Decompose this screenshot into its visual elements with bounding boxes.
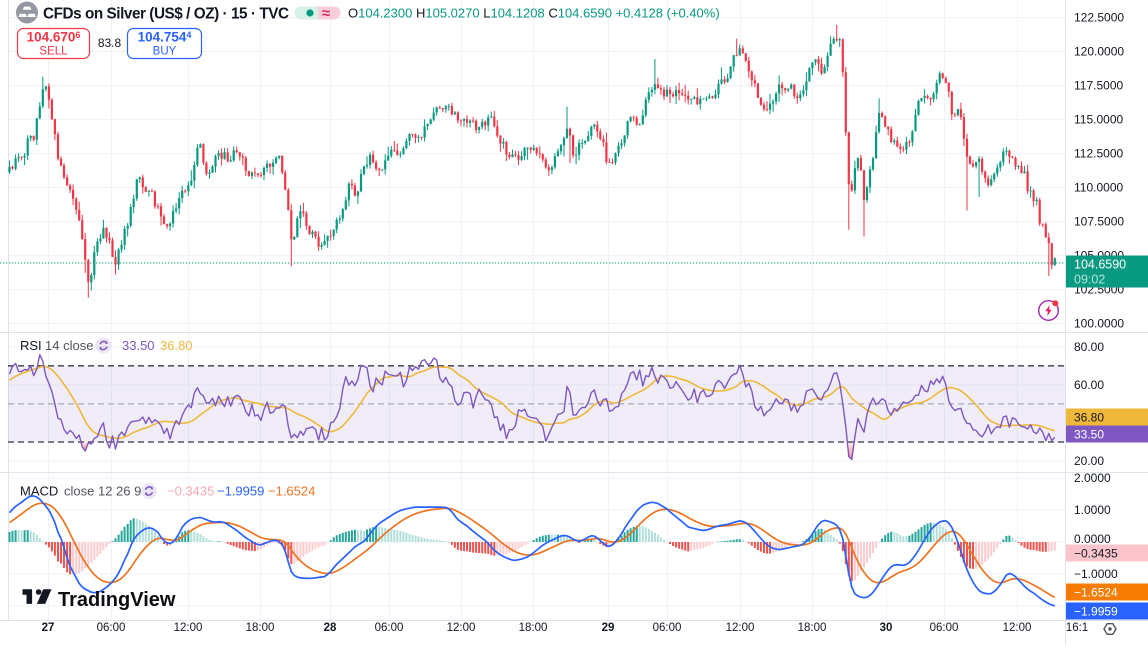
svg-text:MACD: MACD [20,484,58,499]
svg-text:12:00: 12:00 [1003,622,1032,634]
svg-text:≈: ≈ [322,5,330,22]
svg-text:−1.9959: −1.9959 [1074,605,1118,619]
svg-text:0.0000: 0.0000 [1074,532,1111,546]
svg-text:12:00: 12:00 [447,622,476,634]
svg-text:16:1: 16:1 [1066,622,1088,634]
svg-text:36.80: 36.80 [160,338,193,353]
svg-text:100.0000: 100.0000 [1074,317,1124,331]
svg-text:122.5000: 122.5000 [1074,11,1124,25]
svg-text:18:00: 18:00 [798,622,827,634]
svg-text:33.50: 33.50 [122,338,155,353]
svg-text:115.0000: 115.0000 [1074,113,1123,127]
svg-text:12:00: 12:00 [726,622,755,634]
svg-text:117.5000: 117.5000 [1074,79,1123,93]
svg-text:1.0000: 1.0000 [1074,503,1111,517]
svg-text:O104.2300 H105.0270 L104.1208: O104.2300 H105.0270 L104.1208 C104.6590 … [348,6,720,21]
svg-text:110.0000: 110.0000 [1074,181,1123,195]
svg-text:83.8: 83.8 [98,36,122,50]
svg-text:RSI: RSI [20,338,42,353]
svg-text:2.0000: 2.0000 [1074,471,1111,485]
svg-text:30: 30 [880,622,893,634]
svg-text:29: 29 [602,622,615,634]
svg-text:CFDs on Silver (US$ / OZ) · 15: CFDs on Silver (US$ / OZ) · 15 · TVC [43,6,289,23]
svg-text:−0.3435: −0.3435 [167,484,214,499]
svg-text:−1.0000: −1.0000 [1074,567,1118,581]
svg-text:104.7544: 104.7544 [138,30,192,45]
svg-text:−1.6524: −1.6524 [1074,586,1118,600]
svg-text:TradingView: TradingView [58,589,176,611]
svg-text:14 close: 14 close [45,338,93,353]
svg-text:33.50: 33.50 [1074,428,1104,442]
svg-text:−1.9959: −1.9959 [217,484,264,499]
svg-text:27: 27 [42,622,55,634]
svg-text:104.6706: 104.6706 [27,30,81,45]
svg-text:close 12 26 9: close 12 26 9 [64,484,141,499]
svg-text:120.0000: 120.0000 [1074,45,1124,59]
svg-text:12:00: 12:00 [174,622,203,634]
svg-text:18:00: 18:00 [519,622,548,634]
svg-text:28: 28 [324,622,337,634]
svg-text:06:00: 06:00 [653,622,682,634]
svg-text:20.00: 20.00 [1074,454,1104,468]
svg-text:−0.3435: −0.3435 [1074,547,1118,561]
svg-text:−1.6524: −1.6524 [268,484,315,499]
svg-text:80.00: 80.00 [1074,340,1104,354]
svg-text:112.5000: 112.5000 [1074,147,1123,161]
svg-text:06:00: 06:00 [97,622,126,634]
svg-text:09:02: 09:02 [1074,273,1105,287]
svg-text:06:00: 06:00 [375,622,404,634]
svg-text:107.5000: 107.5000 [1074,215,1124,229]
svg-text:60.00: 60.00 [1074,378,1104,392]
svg-text:36.80: 36.80 [1074,411,1104,425]
svg-text:SELL: SELL [39,46,68,58]
svg-text:104.6590: 104.6590 [1074,258,1126,272]
svg-text:06:00: 06:00 [930,622,959,634]
svg-text:BUY: BUY [153,46,177,58]
svg-text:18:00: 18:00 [246,622,275,634]
